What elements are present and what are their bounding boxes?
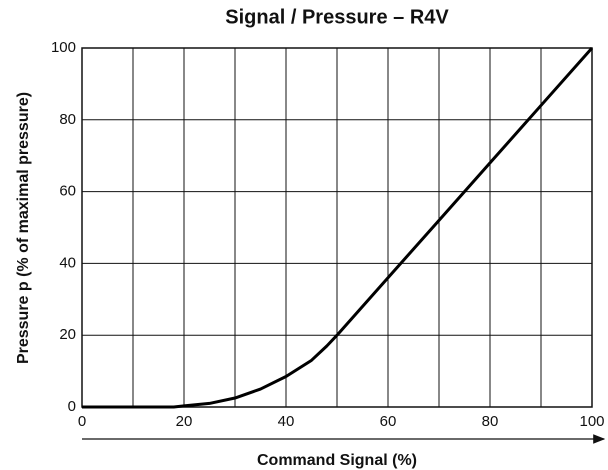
y-tick-label: 0 [68,398,76,415]
x-tick-label: 40 [278,413,295,430]
y-tick-label: 100 [51,39,76,56]
y-tick-label: 40 [59,254,76,271]
x-tick-label: 60 [380,413,397,430]
y-tick-label: 60 [59,183,76,200]
y-tick-label: 80 [59,111,76,128]
x-tick-label: 100 [579,413,604,430]
y-axis-label: Pressure p (% of maximal pressure) [15,92,32,364]
chart-title: Signal / Pressure – R4V [225,6,449,28]
x-axis-label: Command Signal (%) [257,452,417,469]
y-tick-label: 20 [59,326,76,343]
x-tick-label: 0 [78,413,86,430]
x-tick-label: 20 [176,413,193,430]
line [82,47,594,409]
x-tick-label: 80 [482,413,499,430]
